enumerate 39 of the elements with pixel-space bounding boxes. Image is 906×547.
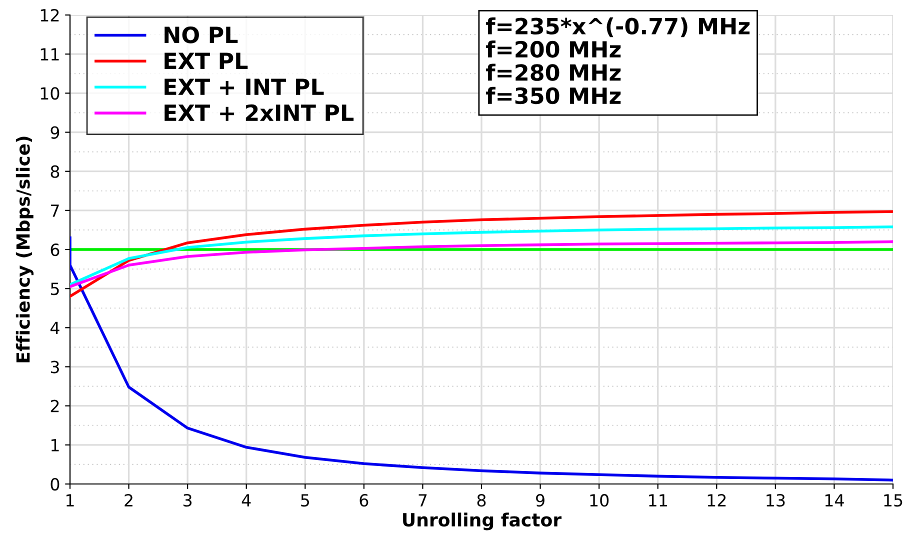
y-tick-label: 10 [40, 87, 60, 100]
y-tick-label: 7 [51, 204, 59, 217]
line-series [70, 240, 893, 288]
line-series [70, 225, 893, 286]
x-tick-label: 9 [536, 494, 544, 507]
x-tick-label: 3 [184, 494, 192, 507]
y-tick-label: 9 [50, 126, 60, 139]
x-tick-label: 5 [301, 494, 309, 507]
legend-label: EXT + 2xINT PL [164, 104, 354, 121]
x-tick-label: 4 [242, 494, 251, 506]
annotation: f=235*x^(-0.77) MHz f=200 MHz f=280 MHz f=350 MHz [486, 17, 750, 104]
y-tick-label: 4 [50, 322, 60, 334]
legend-label: EXT + INT PL [164, 78, 324, 95]
legend-label: EXT PL [164, 52, 248, 69]
x-axis-title: Unrolling factor [403, 512, 562, 530]
x-tick-label: 7 [418, 494, 427, 506]
line-series [70, 210, 893, 298]
y-tick-label: 8 [50, 165, 60, 178]
x-tick-label: 6 [360, 494, 368, 507]
x-tick-label: 11 [649, 494, 667, 506]
x-tick-label: 1 [66, 494, 74, 506]
x-tick-label: 12 [708, 494, 726, 506]
y-tick-label: 5 [50, 282, 59, 296]
legend-label: NO PL [164, 26, 238, 44]
line-series [70, 236, 893, 482]
x-tick-label: 8 [477, 494, 486, 507]
x-tick-label: 10 [590, 494, 609, 507]
y-tick-label: 1 [52, 439, 59, 452]
x-tick-label: 14 [825, 494, 844, 506]
y-tick-label: 3 [50, 360, 59, 374]
y-tick-label: 11 [40, 48, 59, 60]
y-tick-label: 6 [50, 243, 60, 256]
x-tick-label: 2 [124, 494, 132, 506]
y-tick-label: 0 [50, 478, 60, 491]
y-tick-label: 12 [40, 8, 59, 22]
x-tick-label: 15 [884, 494, 902, 507]
y-tick-label: 2 [50, 400, 59, 412]
x-tick-label: 13 [766, 494, 785, 507]
y-axis-title: Efficiency (Mbps/slice) [16, 136, 34, 362]
